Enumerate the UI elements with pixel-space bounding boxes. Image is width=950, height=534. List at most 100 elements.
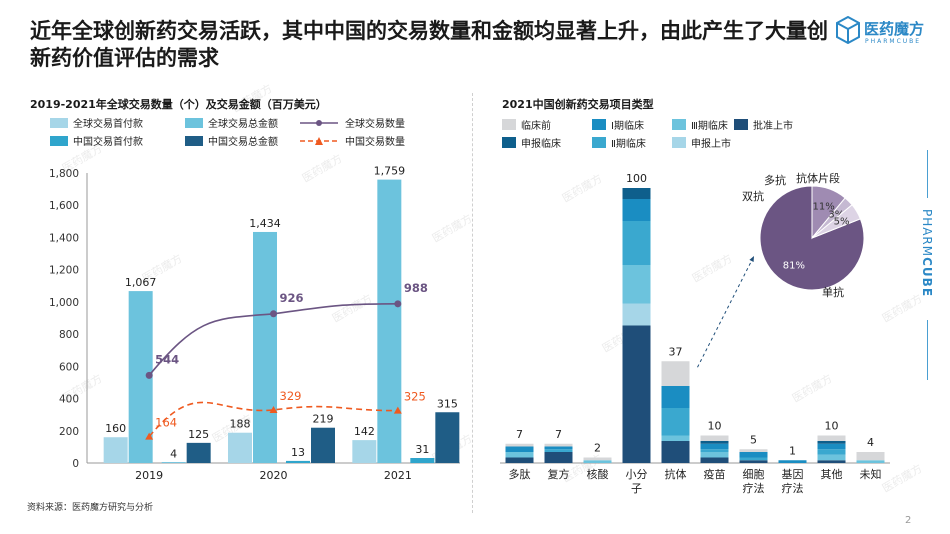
stacked-bar-segment [544, 446, 573, 450]
stacked-bar-segment [622, 265, 651, 304]
bar-total-label: 100 [626, 172, 647, 185]
pie-percent-label: 3% [828, 210, 844, 221]
bar-total-label: 7 [516, 428, 523, 441]
legend-label: 中国交易总金额 [208, 135, 278, 148]
legend-swatch [672, 137, 686, 148]
stacked-bar-segment [817, 449, 846, 455]
x-tick-label: 2019 [135, 469, 163, 482]
bar-total-label: 1 [789, 444, 796, 457]
stacked-bar-segment [661, 408, 690, 436]
bar [352, 440, 377, 463]
stacked-bar-segment [700, 449, 729, 452]
stacked-bar-segment [583, 457, 612, 461]
stacked-bar-segment [505, 457, 534, 463]
stacked-bar-segment [778, 460, 807, 463]
line-point [270, 310, 277, 318]
line-value-label: 164 [155, 416, 177, 430]
bar [228, 432, 252, 463]
stacked-bar-segment [856, 460, 885, 463]
stacked-bar-segment [622, 303, 651, 326]
global-deals-chart: 2019-2021年全球交易数量（个）及交易金额（百万美元） 全球交易首付款中国交… [30, 97, 460, 482]
side-brand-text-1: PHARM [920, 208, 934, 258]
x-tick-label: 其他 [821, 468, 843, 481]
bar-value-label: 1,067 [125, 276, 157, 289]
line-point [145, 432, 154, 440]
bar-total-label: 10 [708, 420, 722, 433]
stacked-bar-segment [622, 325, 651, 463]
side-brand-text-2: CUBE [920, 257, 934, 298]
bar [103, 437, 128, 463]
pie-percent-label: 81% [783, 261, 805, 272]
stacked-bar-segment [544, 443, 573, 447]
bar [435, 412, 460, 463]
x-tick-label: 抗体 [665, 467, 687, 481]
stacked-bar-segment [661, 441, 690, 463]
logo-subtext: PHARMCUBE [865, 38, 922, 45]
line-point [145, 371, 153, 379]
legend-swatch [185, 136, 203, 146]
legend-label: 申报上市 [691, 137, 731, 150]
line-value-label: 988 [404, 281, 428, 295]
legend-label: 全球交易数量 [345, 117, 405, 130]
stacked-bar-segment [661, 386, 690, 408]
bar [253, 231, 277, 463]
page-title: 近年全球创新药交易活跃，其中中国的交易数量和金额均显著上升，由此产生了大量创新药… [30, 19, 828, 70]
x-tick-label: 子 [631, 482, 642, 495]
legend-line-marker [315, 137, 323, 145]
stacked-bar-segment [505, 452, 534, 458]
side-brand-line-top [927, 150, 928, 198]
bar-value-label: 1,759 [374, 165, 406, 178]
stacked-bar-segment [622, 188, 651, 199]
stacked-bar-segment [505, 443, 534, 447]
stacked-bar-segment [700, 457, 729, 463]
bar-value-label: 188 [230, 418, 251, 431]
legend-label: 全球交易总金额 [208, 117, 278, 130]
y-tick-label: 400 [59, 394, 79, 406]
page-number: 2 [905, 515, 912, 526]
legend-swatch [185, 118, 203, 128]
legend-label: 临床前 [521, 119, 551, 132]
stacked-bar-segment [817, 435, 846, 441]
bar [377, 179, 402, 463]
legend-swatch [50, 118, 68, 128]
y-tick-label: 1,200 [49, 265, 79, 277]
bar-value-label: 125 [188, 428, 209, 441]
x-tick-label: 疫苗 [704, 467, 726, 481]
logo-text: 医药魔方 [864, 20, 925, 38]
pie-category-label: 单抗 [822, 285, 844, 299]
stacked-bar-segment [661, 361, 690, 386]
bar [410, 458, 435, 463]
x-tick-label: 未知 [860, 467, 882, 481]
stacked-bar-segment [700, 435, 729, 441]
stacked-bar-segment [544, 452, 573, 463]
pie-percent-label: 5% [834, 217, 850, 228]
stacked-bar-segment [817, 443, 846, 450]
legend-label: 中国交易首付款 [73, 135, 143, 148]
y-tick-label: 1,600 [49, 200, 79, 212]
stacked-bar-segment [739, 460, 768, 463]
bar [286, 460, 310, 463]
bar-total-label: 2 [594, 442, 601, 455]
legend-swatch [592, 137, 606, 148]
stacked-bar-segment [700, 441, 729, 444]
pie-category-label: 多抗 [764, 173, 786, 187]
x-tick-label: 2020 [260, 469, 288, 482]
brand-logo: 医药魔方 PHARMCUBE [836, 15, 946, 50]
x-tick-label: 多肽 [509, 467, 531, 481]
x-tick-label: 复方 [548, 467, 570, 481]
stacked-bar-segment [856, 452, 885, 461]
stacked-bar-segment [817, 441, 846, 444]
x-tick-label: 基因 [782, 468, 804, 481]
bar-value-label: 13 [291, 446, 305, 459]
legend-label: Ⅲ期临床 [691, 119, 728, 132]
bar [186, 442, 211, 463]
bar [161, 462, 186, 463]
stacked-bar-segment [544, 449, 573, 452]
x-tick-label: 小分 [626, 468, 648, 481]
y-tick-label: 600 [59, 361, 79, 373]
bar-value-label: 4 [170, 447, 177, 460]
stacked-bar-segment [505, 446, 534, 452]
line-point [393, 406, 402, 414]
bar-total-label: 4 [867, 436, 874, 449]
